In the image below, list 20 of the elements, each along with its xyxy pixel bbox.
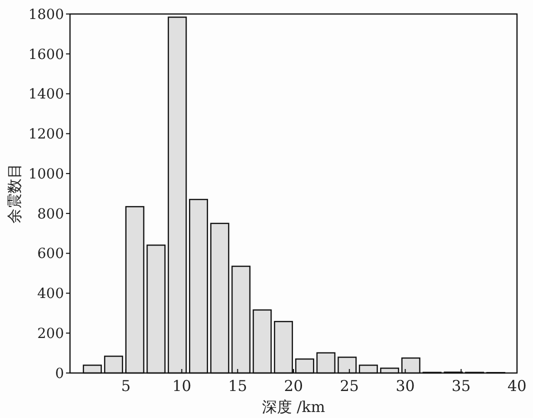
x-tick-label: 10 (172, 377, 192, 395)
x-tick-label: 25 (340, 377, 359, 395)
x-tick-label: 20 (284, 377, 304, 395)
x-tick-label: 15 (228, 377, 248, 395)
y-tick-label: 0 (55, 366, 64, 382)
y-tick-label: 1400 (28, 86, 64, 103)
y-tick-label: 800 (37, 206, 64, 222)
x-tick-label: 35 (452, 377, 471, 395)
y-tick-label: 1600 (28, 46, 64, 63)
y-tick-label: 1000 (28, 166, 64, 182)
x-tick-label: 40 (507, 377, 527, 395)
y-axis-title: 余震数目 (5, 164, 24, 224)
y-tick-label: 1800 (28, 6, 64, 23)
x-tick-label: 30 (396, 377, 415, 395)
y-tick-label: 400 (37, 286, 64, 302)
y-tick-label: 600 (37, 246, 64, 262)
x-axis-title: 深度 /km (262, 398, 326, 416)
y-tick-label: 200 (37, 326, 64, 342)
y-tick-label: 1200 (28, 126, 64, 143)
x-tick-label: 5 (121, 377, 131, 395)
